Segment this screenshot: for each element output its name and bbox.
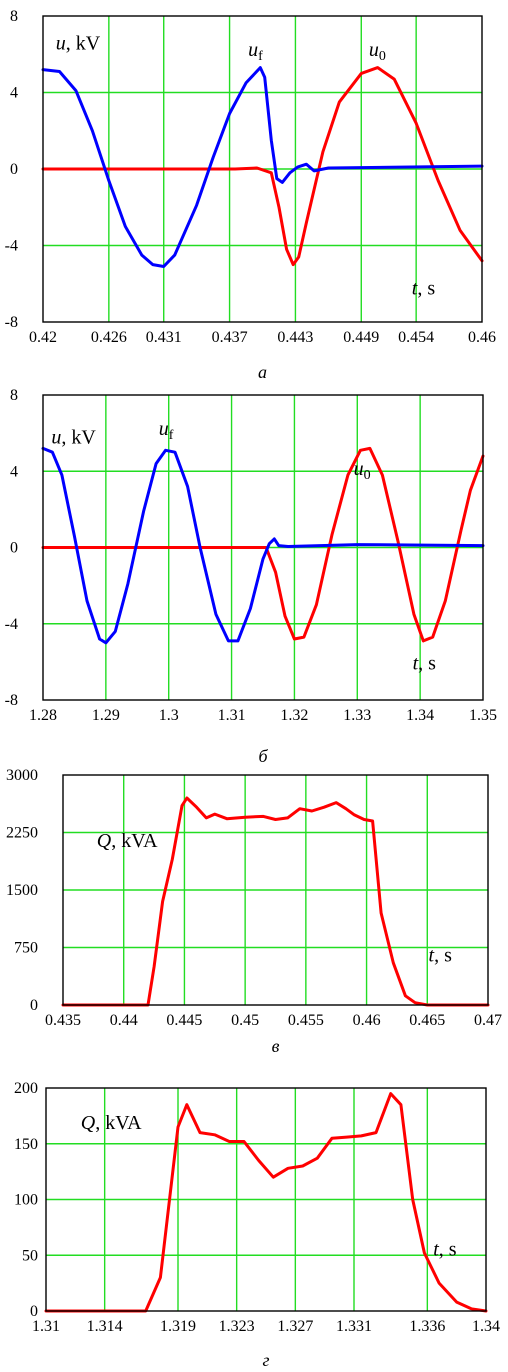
x-tick-label: 1.331 [336, 1318, 372, 1335]
x-tick-label: 1.31 [32, 1318, 60, 1335]
series-annotation-2: u0 [369, 39, 386, 64]
y-tick-label: -4 [5, 238, 18, 255]
y-tick-label: 750 [14, 940, 38, 957]
series-line-1 [41, 66, 484, 267]
x-tick-label: 0.42 [29, 329, 57, 346]
x-tick-label: 0.455 [288, 1012, 324, 1029]
panel-caption: г [262, 1350, 269, 1370]
chart-panel-2: -8 -4 0 4 8 1.28 1.29 1.3 1.31 1.32 1.33 1.34 1.35 u,… [5, 387, 497, 766]
y-tick-label: 4 [10, 463, 18, 480]
x-tick-label: 0.465 [409, 1012, 445, 1029]
y-tick-label: 150 [14, 1136, 38, 1153]
y-tick-label: 8 [10, 8, 18, 25]
series-annotation-2: u0 [354, 458, 371, 483]
x-tick-label: 0.431 [146, 329, 182, 346]
x-tick-label: 1.3 [159, 707, 179, 724]
series-line-1 [44, 1092, 488, 1313]
x-tick-label: 0.47 [474, 1012, 502, 1029]
y-tick-label: 100 [14, 1192, 38, 1209]
x-tick-label: 1.33 [343, 707, 371, 724]
plot-frame [42, 394, 484, 701]
series-line-2 [41, 446, 485, 645]
y-tick-label: 8 [10, 387, 18, 404]
x-tick-label: 0.443 [277, 329, 313, 346]
y-axis-label: Q, kVA [81, 1112, 142, 1134]
y-tick-label: 0 [30, 997, 38, 1014]
x-tick-label: 1.31 [218, 707, 246, 724]
x-tick-label: 0.445 [166, 1012, 202, 1029]
panel-caption: б [258, 746, 268, 766]
x-axis-label: t, s [413, 653, 437, 675]
x-tick-label: 1.336 [409, 1318, 445, 1335]
x-tick-label: 1.323 [219, 1318, 255, 1335]
y-tick-label: -8 [5, 314, 18, 331]
x-tick-label: 0.435 [45, 1012, 81, 1029]
x-tick-label: 1.35 [469, 707, 497, 724]
plot-frame [62, 774, 489, 1006]
series-line-2 [41, 66, 484, 268]
x-tick-label: 0.45 [231, 1012, 259, 1029]
y-tick-label: -8 [5, 692, 18, 709]
x-axis-label: t, s [429, 944, 453, 966]
panel-caption: а [258, 362, 267, 382]
y-tick-label: 4 [10, 85, 18, 102]
plot-frame [45, 1087, 487, 1312]
y-tick-label: 3000 [6, 767, 38, 784]
panel-caption: в [272, 1036, 280, 1056]
x-tick-label: 1.34 [406, 707, 434, 724]
plot-frame [42, 15, 483, 323]
x-tick-label: 0.449 [343, 329, 379, 346]
series-annotation-1: uf [248, 39, 263, 64]
y-axis-label: u, kV [56, 32, 101, 54]
x-axis-label: t, s [412, 277, 436, 299]
y-tick-label: 0 [10, 540, 18, 557]
y-axis-label: Q, kVA [97, 830, 158, 852]
x-tick-label: 0.46 [468, 329, 496, 346]
x-tick-label: 0.46 [353, 1012, 381, 1029]
series-annotation-1: uf [159, 418, 174, 443]
y-tick-label: 0 [10, 161, 18, 178]
y-tick-label: 1500 [6, 882, 38, 899]
x-tick-label: 1.327 [277, 1318, 313, 1335]
x-tick-label: 0.437 [212, 329, 248, 346]
y-tick-label: 0 [30, 1303, 38, 1320]
y-tick-label: 200 [14, 1080, 38, 1097]
y-axis-label: u, kV [51, 427, 96, 449]
x-tick-label: 0.44 [110, 1012, 138, 1029]
x-tick-label: 1.29 [92, 707, 120, 724]
chart-panel-3: 0 750 1500 2250 3000 0.435 0.44 0.445 0.45 0.455 0… [6, 767, 502, 1056]
chart-panel-1: -8 -4 0 4 8 0.42 0.426 0.431 0.437 0.443 0.449 0.45… [5, 8, 496, 382]
x-tick-label: 1.319 [160, 1318, 196, 1335]
x-tick-label: 0.426 [91, 329, 127, 346]
y-tick-label: 2250 [6, 825, 38, 842]
series-line-1 [41, 446, 485, 643]
x-tick-label: 1.32 [280, 707, 308, 724]
x-axis-label: t, s [433, 1238, 457, 1260]
x-tick-label: 1.28 [29, 707, 57, 724]
y-tick-label: -4 [5, 616, 18, 633]
y-tick-label: 50 [22, 1247, 38, 1264]
x-tick-label: 1.34 [472, 1318, 500, 1335]
x-tick-label: 0.454 [398, 329, 434, 346]
chart-panel-4: 0 50 100 150 200 1.31 1.314 1.319 1.323 1.327 1.33… [14, 1080, 500, 1370]
x-tick-label: 1.314 [87, 1318, 123, 1335]
series-line-1 [61, 796, 490, 1007]
